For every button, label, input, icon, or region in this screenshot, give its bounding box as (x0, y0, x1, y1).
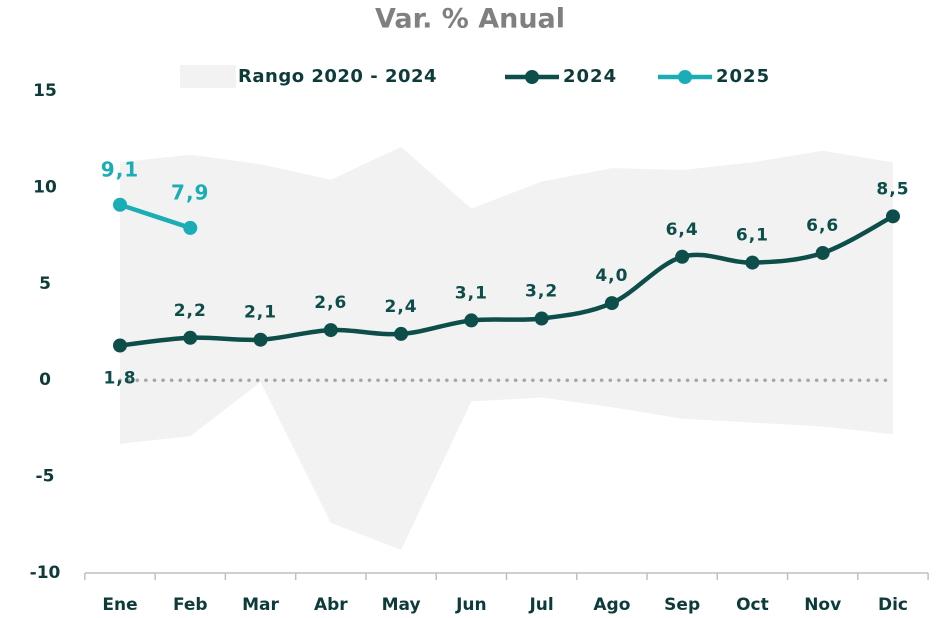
series-point (675, 249, 690, 264)
x-tick-label: Ago (593, 595, 630, 615)
data-label: 3,1 (455, 283, 488, 303)
series-point (885, 209, 900, 224)
series-point (253, 332, 268, 347)
legend-label: Rango 2020 - 2024 (238, 66, 437, 87)
series-point (464, 313, 479, 328)
y-tick-label: 5 (39, 274, 51, 294)
x-tick-label: Dic (878, 595, 908, 615)
y-tick-label: 10 (33, 177, 57, 197)
data-label: 8,5 (876, 179, 909, 199)
y-tick-label: 0 (39, 370, 51, 390)
chart-title: Var. % Anual (375, 4, 565, 35)
data-label: 2,4 (385, 297, 418, 317)
data-label: 7,9 (171, 180, 209, 204)
legend-swatch (180, 65, 236, 88)
x-tick-label: Abr (314, 595, 348, 615)
x-tick-label: Nov (804, 595, 841, 615)
x-tick-label: Mar (242, 595, 279, 615)
data-label: 1,8 (103, 368, 136, 388)
data-label: 2,6 (314, 293, 347, 313)
data-label: 2,1 (244, 303, 277, 323)
x-tick-label: Feb (173, 595, 208, 615)
data-label: 9,1 (101, 157, 139, 181)
legend-point (678, 70, 692, 84)
legend-label: 2024 (563, 66, 617, 87)
series-point (113, 197, 127, 212)
series-point (815, 245, 830, 260)
y-tick-label: 15 (33, 81, 57, 101)
series-point (394, 326, 409, 341)
series-point (604, 296, 619, 311)
y-tick-label: -5 (36, 467, 55, 487)
legend-label: 2025 (716, 66, 770, 87)
legend-point (525, 70, 539, 84)
x-tick-label: May (382, 595, 421, 615)
x-tick-label: Jun (455, 595, 487, 615)
series-point (183, 330, 198, 345)
series-point (183, 220, 198, 235)
x-tick-label: Oct (736, 595, 769, 615)
series-point (745, 255, 760, 270)
data-label: 3,2 (525, 282, 558, 302)
data-label: 6,1 (736, 226, 769, 246)
data-label: 4,0 (595, 266, 628, 286)
series-point (534, 311, 549, 326)
y-tick-label: -10 (30, 563, 61, 583)
data-label: 6,4 (666, 220, 699, 240)
data-label: 6,6 (806, 216, 839, 236)
x-tick-label: Jul (528, 595, 553, 615)
series-point (113, 338, 127, 353)
range-band (120, 146, 893, 550)
series-point (323, 323, 338, 338)
x-tick-label: Sep (664, 595, 700, 615)
data-label: 2,2 (174, 301, 207, 321)
x-tick-label: Ene (102, 595, 137, 615)
